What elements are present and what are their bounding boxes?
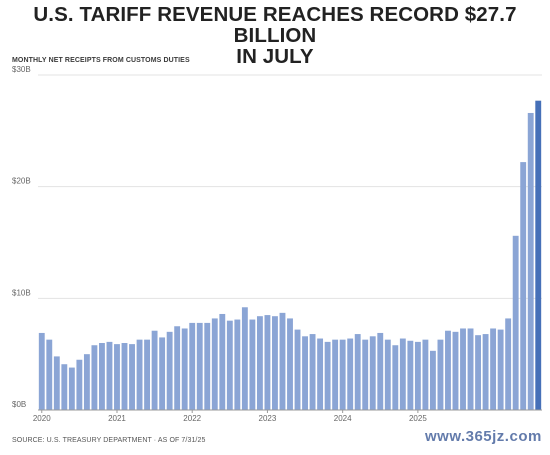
bar-dec-2024 <box>482 334 489 410</box>
bar-aug-2022 <box>272 316 278 410</box>
bar-jun-2024 <box>437 339 444 410</box>
y-tick-label: $30B <box>12 65 31 74</box>
bar-feb-2024 <box>407 340 414 410</box>
bar-apr-2022 <box>241 307 248 410</box>
bar-may-2022 <box>249 319 256 410</box>
bar-mar-2023 <box>324 341 331 410</box>
bar-oct-2022 <box>287 318 293 410</box>
bar-dec-2022 <box>302 336 308 410</box>
bar-mar-2020 <box>53 356 60 410</box>
x-tick-label: 2024 <box>334 414 352 423</box>
chart-subtitle: MONTHLY NET RECEIPTS FROM CUSTOMS DUTIES <box>12 57 190 64</box>
bar-apr-2020 <box>61 364 68 410</box>
bar-apr-2023 <box>332 339 339 410</box>
bar-may-2021 <box>159 337 166 410</box>
bar-feb-2025 <box>497 329 504 410</box>
bar-dec-2021 <box>211 318 218 410</box>
bar-may-2020 <box>68 367 75 410</box>
bar-jun-2023 <box>347 338 354 410</box>
y-tick-label: $20B <box>12 177 31 186</box>
bar-jul-2024 <box>445 330 451 410</box>
bar-nov-2023 <box>384 339 391 410</box>
bars <box>38 100 542 411</box>
bar-nov-2022 <box>294 329 301 410</box>
chart-title: U.S. TARIFF REVENUE REACHES RECORD $27.7… <box>0 4 550 67</box>
watermark-text: www.365jz.com <box>425 428 542 445</box>
bar-may-2024 <box>429 350 436 410</box>
source-note: SOURCE: U.S. TREASURY DEPARTMENT · AS OF… <box>12 437 206 444</box>
bar-jul-2025 <box>535 100 542 411</box>
bar-mar-2025 <box>505 318 512 410</box>
bar-jan-2023 <box>309 334 316 410</box>
bar-sep-2020 <box>99 343 105 410</box>
bar-nov-2020 <box>114 344 120 410</box>
bar-jan-2021 <box>129 344 135 410</box>
x-tick-label: 2022 <box>183 414 201 423</box>
bar-jan-2024 <box>399 338 406 410</box>
bar-jan-2022 <box>219 313 226 410</box>
bar-jun-2020 <box>76 359 83 410</box>
x-tick-label: 2020 <box>33 414 51 423</box>
bar-sep-2022 <box>279 312 286 410</box>
bar-mar-2024 <box>414 341 421 410</box>
bar-feb-2021 <box>136 339 143 410</box>
bar-dec-2020 <box>121 343 128 410</box>
bar-sep-2024 <box>460 328 466 410</box>
bar-aug-2021 <box>181 328 188 410</box>
y-tick-label: $0B <box>12 400 26 409</box>
bar-jun-2022 <box>256 316 263 410</box>
bar-jan-2020 <box>38 332 45 410</box>
bar-jun-2025 <box>527 112 534 410</box>
bar-sep-2023 <box>369 336 376 410</box>
chart-title-line-2: IN JULY <box>236 45 314 68</box>
bar-aug-2020 <box>91 345 98 410</box>
bar-jul-2022 <box>264 315 271 410</box>
bar-sep-2021 <box>189 322 196 410</box>
bar-jul-2023 <box>354 334 361 410</box>
bar-oct-2020 <box>106 341 113 410</box>
bar-aug-2023 <box>362 339 369 410</box>
bar-feb-2023 <box>317 338 324 410</box>
bar-oct-2023 <box>377 332 384 410</box>
bar-apr-2021 <box>151 330 158 410</box>
grid-layer <box>38 74 542 299</box>
y-tick-label: $10B <box>12 288 31 297</box>
bar-oct-2021 <box>196 322 203 410</box>
bar-oct-2024 <box>467 328 474 410</box>
bar-apr-2025 <box>512 235 519 410</box>
bar-feb-2020 <box>46 339 53 410</box>
bar-nov-2021 <box>204 322 211 410</box>
chart-title-line-1: U.S. TARIFF REVENUE REACHES RECORD $27.7… <box>33 3 517 47</box>
bar-jun-2021 <box>166 331 173 410</box>
bar-jul-2021 <box>174 326 181 410</box>
bar-may-2023 <box>339 339 346 410</box>
bar-aug-2024 <box>452 331 459 410</box>
bar-jan-2025 <box>490 328 497 410</box>
bar-may-2025 <box>520 162 527 410</box>
bar-apr-2024 <box>422 339 429 410</box>
bar-mar-2021 <box>144 339 151 410</box>
bar-mar-2022 <box>234 319 241 410</box>
bar-feb-2022 <box>226 320 233 410</box>
x-tick-label: 2023 <box>259 414 277 423</box>
x-tick-label: 2025 <box>409 414 427 423</box>
bar-dec-2023 <box>392 345 399 410</box>
bar-jul-2020 <box>83 354 90 410</box>
y-tick-labels: $0B $10B $20B $30B <box>12 65 31 409</box>
x-tick-labels: 2020 2021 2022 2023 2024 2025 <box>33 410 427 423</box>
bar-nov-2024 <box>475 335 481 410</box>
x-tick-label: 2021 <box>108 414 126 423</box>
